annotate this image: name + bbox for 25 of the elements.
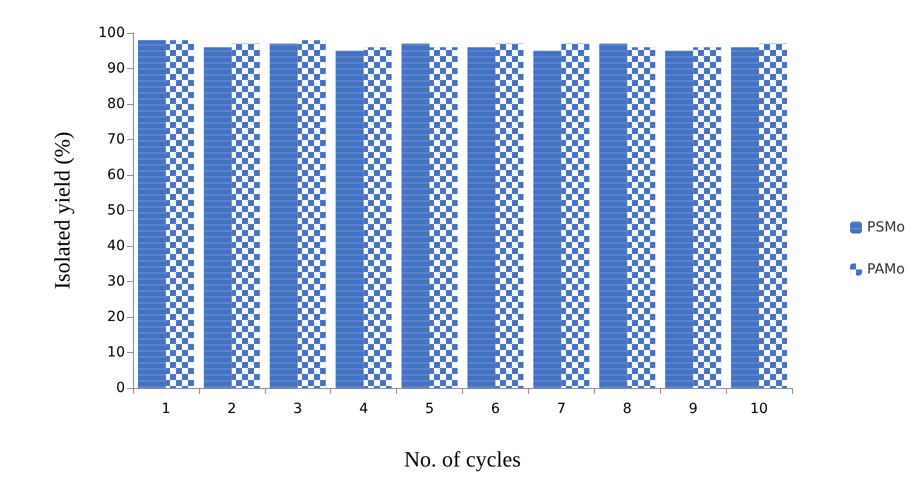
- x-tick-label: 1: [161, 401, 170, 417]
- y-axis-title: Isolated yield (%): [50, 132, 74, 290]
- x-tick-label: 9: [688, 401, 698, 417]
- y-tick-label: 80: [107, 96, 125, 112]
- x-axis-title: No. of cycles: [404, 446, 521, 472]
- x-tick-label: 5: [425, 401, 434, 417]
- x-tick-label: 3: [293, 401, 302, 417]
- x-tick-label: 2: [227, 401, 236, 417]
- y-tick-label: 30: [107, 274, 125, 290]
- x-tick-label: 10: [750, 401, 768, 417]
- y-tick-label: 90: [107, 60, 125, 76]
- y-tick-label: 60: [107, 167, 125, 183]
- y-tick-label: 50: [107, 202, 125, 218]
- y-tick-label: 40: [107, 238, 125, 254]
- y-tick-label: 70: [107, 132, 125, 148]
- legend-label: PSMo: [867, 220, 906, 236]
- y-tick-label: 20: [107, 309, 125, 325]
- legend-label: PAMo: [867, 262, 905, 278]
- y-tick-label: 100: [98, 25, 125, 41]
- x-tick-label: 4: [359, 401, 368, 417]
- y-tick-label: 10: [107, 344, 125, 360]
- x-tick-label: 7: [556, 401, 566, 417]
- y-tick-label: 0: [116, 380, 125, 396]
- x-tick-label: 6: [490, 401, 500, 417]
- x-tick-label: 8: [622, 401, 632, 417]
